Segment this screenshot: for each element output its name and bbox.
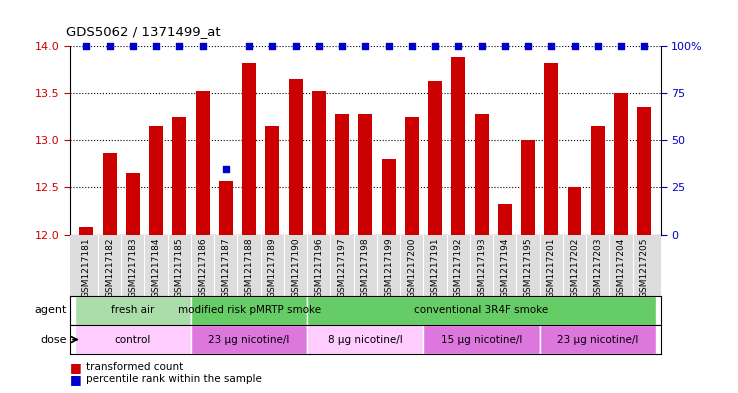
Text: agent: agent [34, 305, 66, 316]
Text: GSM1217196: GSM1217196 [314, 238, 323, 298]
Bar [638, 107, 651, 235]
Text: GSM1217188: GSM1217188 [244, 238, 254, 298]
Point [499, 43, 511, 49]
Bar [498, 204, 511, 235]
Point [104, 43, 116, 49]
Bar [359, 114, 372, 235]
Bar [614, 93, 628, 235]
Bar [475, 114, 489, 235]
Text: GSM1217198: GSM1217198 [361, 238, 370, 298]
Text: GSM1217203: GSM1217203 [593, 238, 602, 298]
Bar [591, 126, 604, 235]
Text: GSM1217189: GSM1217189 [268, 238, 277, 298]
Point [568, 43, 580, 49]
Point [545, 43, 557, 49]
Text: ■: ■ [70, 373, 82, 386]
Bar [149, 126, 163, 235]
Text: ■: ■ [70, 361, 82, 374]
Bar [289, 79, 303, 235]
Text: GSM1217197: GSM1217197 [337, 238, 347, 298]
Text: GSM1217192: GSM1217192 [454, 238, 463, 298]
Text: GSM1217200: GSM1217200 [407, 238, 416, 298]
Text: GDS5062 / 1371499_at: GDS5062 / 1371499_at [66, 25, 221, 38]
Point [382, 43, 394, 49]
Bar [126, 173, 139, 235]
Bar [521, 140, 535, 235]
Point [244, 43, 255, 49]
Bar [242, 63, 256, 235]
Point [313, 43, 325, 49]
Point [592, 43, 604, 49]
Text: transformed count: transformed count [86, 362, 184, 373]
Text: 15 μg nicotine/l: 15 μg nicotine/l [441, 334, 523, 345]
Text: fresh air: fresh air [111, 305, 154, 316]
Bar [75, 296, 191, 325]
Text: GSM1217204: GSM1217204 [616, 238, 626, 298]
Point [266, 43, 278, 49]
Point [615, 43, 627, 49]
Bar [75, 325, 191, 354]
Text: GSM1217181: GSM1217181 [82, 238, 91, 298]
Text: modified risk pMRTP smoke: modified risk pMRTP smoke [178, 305, 320, 316]
Bar [452, 57, 465, 235]
Point [290, 43, 302, 49]
Point [429, 43, 441, 49]
Point [220, 165, 232, 172]
Point [337, 43, 348, 49]
Bar [307, 325, 424, 354]
Bar [173, 117, 186, 235]
Bar [405, 117, 418, 235]
Bar [539, 325, 656, 354]
Bar [103, 152, 117, 235]
Text: GSM1217193: GSM1217193 [477, 238, 486, 298]
Point [452, 43, 464, 49]
Text: GSM1217182: GSM1217182 [105, 238, 114, 298]
Point [151, 43, 162, 49]
Text: GSM1217194: GSM1217194 [500, 238, 509, 298]
Text: GSM1217183: GSM1217183 [128, 238, 137, 298]
Text: dose: dose [40, 334, 66, 345]
Point [406, 43, 418, 49]
Point [80, 43, 92, 49]
Bar [545, 63, 558, 235]
Text: 8 μg nicotine/l: 8 μg nicotine/l [328, 334, 403, 345]
Point [359, 43, 371, 49]
Text: GSM1217202: GSM1217202 [570, 238, 579, 298]
Point [197, 43, 209, 49]
Text: GSM1217191: GSM1217191 [430, 238, 440, 298]
Bar [335, 114, 349, 235]
Text: GSM1217199: GSM1217199 [384, 238, 393, 298]
Bar [424, 325, 539, 354]
Text: GSM1217195: GSM1217195 [523, 238, 533, 298]
Text: GSM1217190: GSM1217190 [291, 238, 300, 298]
Point [127, 43, 139, 49]
Bar [428, 81, 442, 235]
Bar [196, 91, 210, 235]
Bar [312, 91, 325, 235]
Text: 23 μg nicotine/l: 23 μg nicotine/l [557, 334, 638, 345]
Bar [568, 187, 582, 235]
Bar [307, 296, 656, 325]
Point [638, 43, 650, 49]
Bar [382, 159, 396, 235]
Text: GSM1217201: GSM1217201 [547, 238, 556, 298]
Bar [219, 181, 232, 235]
Point [522, 43, 534, 49]
Text: GSM1217205: GSM1217205 [640, 238, 649, 298]
Point [475, 43, 487, 49]
Text: GSM1217184: GSM1217184 [151, 238, 161, 298]
Text: control: control [114, 334, 151, 345]
Text: percentile rank within the sample: percentile rank within the sample [86, 374, 262, 384]
Text: conventional 3R4F smoke: conventional 3R4F smoke [415, 305, 548, 316]
Text: GSM1217186: GSM1217186 [198, 238, 207, 298]
Bar [80, 227, 93, 235]
Bar [191, 296, 307, 325]
Bar [266, 126, 279, 235]
Point [173, 43, 185, 49]
Bar [191, 325, 307, 354]
Text: GSM1217185: GSM1217185 [175, 238, 184, 298]
Text: 23 μg nicotine/l: 23 μg nicotine/l [208, 334, 290, 345]
Text: GSM1217187: GSM1217187 [221, 238, 230, 298]
